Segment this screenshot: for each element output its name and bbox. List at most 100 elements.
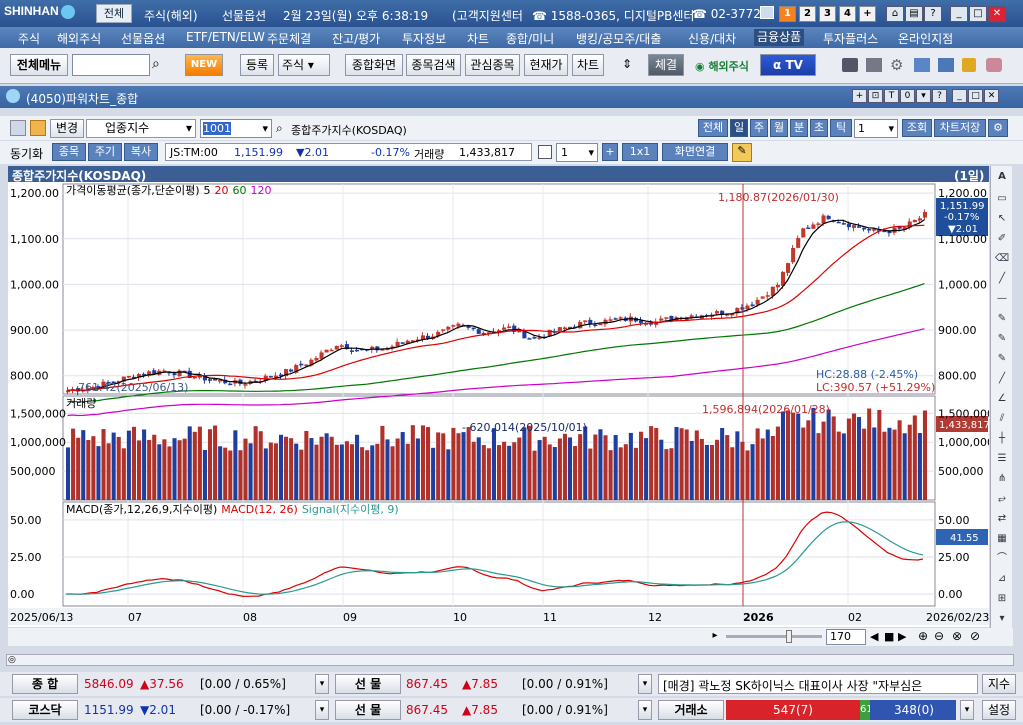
gear-icon[interactable]: ⚙ xyxy=(890,56,904,74)
highlight-tool-icon[interactable]: ✎ xyxy=(997,353,1007,364)
menu-item[interactable]: 투자정보 xyxy=(402,32,447,46)
kospi-dropdown[interactable]: ▾ xyxy=(315,674,329,694)
period-count-input[interactable]: 1 ▾ xyxy=(854,119,898,138)
screen-link-button[interactable]: 화면연결 xyxy=(662,143,728,161)
all-tab[interactable]: 전체 xyxy=(96,4,132,23)
menu-item[interactable]: 차트 xyxy=(467,32,490,46)
more-icon[interactable]: ⇕ xyxy=(622,57,633,71)
watchlist-button[interactable]: 관심종목 xyxy=(465,54,520,76)
tv-button[interactable]: α TV xyxy=(760,54,816,76)
screen-add-button[interactable]: + xyxy=(859,6,876,22)
vertical-tool-icon[interactable]: ┼ xyxy=(998,433,1006,444)
minimize-icon[interactable]: _ xyxy=(952,89,967,103)
zoom-in-icon[interactable]: ⊕ xyxy=(918,629,929,643)
tab-period[interactable]: 주기 xyxy=(88,143,122,161)
scroll-down-icon[interactable]: ▾ xyxy=(999,613,1005,624)
prev-icon[interactable]: ◀ xyxy=(870,630,879,643)
zoom-reset-icon[interactable]: 0 xyxy=(900,89,915,103)
tab-item[interactable]: 종목 xyxy=(52,143,86,161)
period-minute-tab[interactable]: 분 xyxy=(790,119,808,137)
fib-tool-icon[interactable]: ☰ xyxy=(997,453,1007,464)
menu-item[interactable]: 온라인지점 xyxy=(898,32,954,46)
stop-icon[interactable]: ■ xyxy=(884,630,895,643)
screen-1-button[interactable]: 1 xyxy=(779,6,796,22)
zoom-slider[interactable] xyxy=(726,635,822,638)
close-icon[interactable]: ✕ xyxy=(988,6,1006,22)
screen-4-button[interactable]: 4 xyxy=(839,6,856,22)
futures-dropdown[interactable]: ▾ xyxy=(638,674,652,694)
menu-item[interactable]: 선물옵션 xyxy=(121,32,166,46)
printer-icon[interactable] xyxy=(842,58,858,72)
add-chart-button[interactable]: + xyxy=(602,143,618,161)
calculator-icon[interactable] xyxy=(866,58,882,72)
period-tick-tab[interactable]: 틱 xyxy=(830,119,852,137)
zoom-count-input[interactable]: 170 xyxy=(826,629,866,645)
help-icon[interactable]: ? xyxy=(932,89,947,103)
menu-item[interactable]: 투자플러스 xyxy=(823,32,879,46)
new-button[interactable]: NEW xyxy=(185,54,223,76)
menu-item[interactable]: 뱅킹/공모주/대출 xyxy=(576,32,662,46)
chart-save-button[interactable]: 차트저장 xyxy=(934,119,986,137)
channel-tool-icon[interactable]: ⫽ xyxy=(999,413,1005,424)
layout-icon[interactable] xyxy=(938,58,954,72)
gann-tool-icon[interactable]: ⊿ xyxy=(997,573,1007,584)
search-icon[interactable]: ⌕ xyxy=(276,121,283,135)
brush-tool-icon[interactable]: ✐ xyxy=(997,233,1007,244)
menu-item[interactable]: 해외주식 xyxy=(57,32,102,46)
cursor-tool-icon[interactable]: ↖ xyxy=(997,213,1007,224)
arc-tool-icon[interactable]: ⌒ xyxy=(997,553,1007,564)
menu-search-input[interactable] xyxy=(72,54,150,76)
lookup-button[interactable]: 조회 xyxy=(902,119,932,137)
select-tool-icon[interactable]: ▭ xyxy=(997,193,1007,204)
maximize-icon[interactable]: □ xyxy=(969,6,987,22)
overseas-stock-link[interactable]: ◉ 해외주식 xyxy=(695,60,749,73)
zoom-reset-icon[interactable]: ⊗ xyxy=(952,629,963,643)
grid-tool-icon[interactable]: ▦ xyxy=(997,533,1007,544)
exchange-dropdown[interactable]: ▾ xyxy=(960,700,974,720)
period-all-tab[interactable]: 전체 xyxy=(698,119,728,137)
home-icon[interactable]: ⌂ xyxy=(886,6,904,22)
menu-item[interactable]: ETF/ETN/ELW xyxy=(186,30,265,44)
pen-tool-icon[interactable]: ✎ xyxy=(997,313,1007,324)
period-month-tab[interactable]: 월 xyxy=(770,119,788,137)
help-icon[interactable]: ? xyxy=(924,6,942,22)
register-button[interactable]: 등록 xyxy=(240,54,274,76)
angle-tool-icon[interactable]: ∠ xyxy=(997,393,1007,404)
period-week-tab[interactable]: 주 xyxy=(750,119,768,137)
zoom-slider-handle[interactable] xyxy=(786,630,792,643)
hline-tool-icon[interactable]: — xyxy=(997,293,1007,304)
color-box[interactable] xyxy=(538,145,552,159)
menu-item[interactable]: 주식 xyxy=(18,32,41,46)
close-icon[interactable]: ✕ xyxy=(984,89,999,103)
menu-item[interactable]: 종합/미니 xyxy=(506,32,555,46)
all-menu-button[interactable]: 전체메뉴 xyxy=(10,54,68,76)
sector-select[interactable]: 업종지수 ▾ xyxy=(86,119,196,138)
lock-icon[interactable] xyxy=(962,58,976,72)
tab-copy[interactable]: 복사 xyxy=(124,143,158,161)
ruler-tool-icon[interactable]: ⊞ xyxy=(997,593,1007,604)
line-tool-icon[interactable]: ╱ xyxy=(998,273,1006,284)
text-icon[interactable]: T xyxy=(884,89,899,103)
chart-button[interactable]: 차트 xyxy=(572,54,604,76)
marker-tool-icon[interactable]: ✎ xyxy=(997,333,1007,344)
change-button[interactable]: 변경 xyxy=(50,119,84,138)
monitor-icon[interactable] xyxy=(760,6,774,19)
search-icon[interactable]: ⌕ xyxy=(152,56,160,72)
overview-button[interactable]: 종합화면 xyxy=(345,54,403,76)
zoom-out-icon[interactable]: ⊖ xyxy=(934,629,945,643)
news-ticker[interactable]: [매경] 곽노정 SK하이닉스 대표이사 사장 "자부심은 xyxy=(658,674,978,694)
user-icon[interactable] xyxy=(986,58,1002,72)
chart-type-icon[interactable] xyxy=(30,120,46,136)
layout-toggle-icon[interactable] xyxy=(10,120,26,136)
stock-foreign-tab[interactable]: 주식(해외) xyxy=(144,9,198,23)
print-icon[interactable]: ▤ xyxy=(905,6,923,22)
stock-search-button[interactable]: 종목검색 xyxy=(406,54,461,76)
price-chart[interactable]: 가격이동평균(종가,단순이평) 5 20 60 120 1,180.87(2026/01… xyxy=(8,182,989,627)
fan-tool-icon[interactable]: ⋔ xyxy=(997,473,1007,484)
trend-tool-icon[interactable]: ╱ xyxy=(998,373,1006,384)
code-input[interactable]: 1001 ▾ xyxy=(200,119,272,138)
dropdown-icon[interactable]: ▾ xyxy=(916,89,931,103)
execution-button[interactable]: 체결 xyxy=(648,54,684,76)
text-tool-icon[interactable]: A xyxy=(998,171,1006,182)
scroll-right-icon[interactable]: ▸ xyxy=(712,630,718,641)
